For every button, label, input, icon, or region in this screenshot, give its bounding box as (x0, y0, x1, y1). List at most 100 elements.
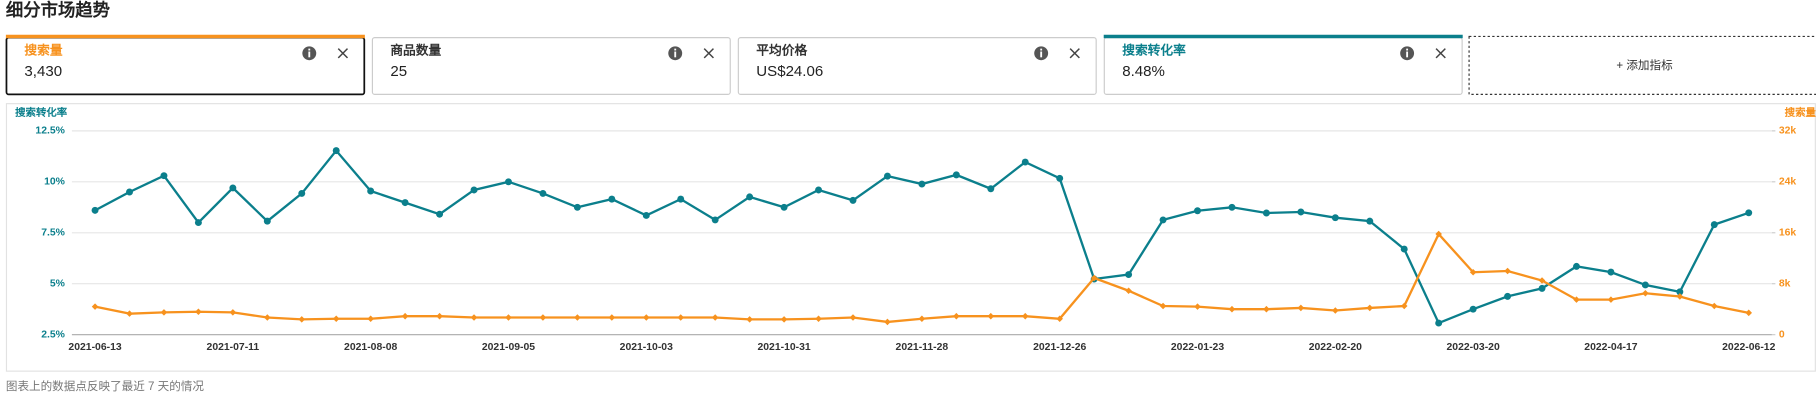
data-point (298, 189, 306, 197)
data-point (883, 172, 891, 180)
data-point (367, 187, 375, 195)
data-point (1504, 292, 1512, 300)
y-tick-label: 10% (44, 177, 65, 188)
data-point (539, 189, 547, 197)
info-stem (1406, 51, 1409, 58)
data-point (987, 185, 995, 193)
data-point (677, 195, 685, 203)
card-title: 商品数量 (390, 42, 441, 57)
y-tick-label: 12.5% (35, 126, 65, 137)
data-point (1538, 284, 1546, 292)
data-point (849, 196, 857, 204)
chart-frame (5, 103, 1816, 372)
page-title: 细分市场趋势 (6, 0, 111, 20)
footer-note: 图表上的数据点反映了最近 7 天的情况 (6, 379, 205, 393)
data-point (1331, 214, 1339, 222)
data-point (229, 309, 237, 316)
close-x (703, 48, 714, 59)
data-point (160, 172, 168, 180)
x-tick-label: 2021-06-13 (68, 342, 121, 353)
add-metric-box (1468, 35, 1816, 95)
data-point (1021, 158, 1029, 166)
data-point (1125, 271, 1133, 279)
data-point (401, 199, 409, 207)
data-point (1711, 302, 1718, 310)
series-line (94, 231, 1749, 324)
x-tick-label: 2021-11-28 (896, 342, 949, 353)
info-icon[interactable] (668, 46, 683, 61)
data-point (711, 314, 719, 321)
data-point (642, 211, 650, 219)
data-point (746, 193, 754, 201)
x-tick-label: 2021-08-08 (344, 342, 397, 353)
info-dot (1040, 48, 1043, 51)
x-tick-label: 2022-03-20 (1447, 342, 1500, 353)
y2-tick-label: 0 (1779, 329, 1785, 340)
card-value: 25 (390, 63, 407, 80)
data-point (1297, 304, 1305, 312)
metric-card[interactable]: 平均价格 US$24.06 (737, 37, 1097, 95)
data-point (160, 309, 168, 316)
data-point (1435, 230, 1442, 238)
data-point (608, 195, 616, 203)
data-point (1504, 267, 1511, 275)
series-line (94, 148, 1750, 325)
data-point (918, 315, 926, 323)
y2-axis-title: 搜索量 (1785, 106, 1816, 119)
close-button[interactable] (1435, 48, 1446, 59)
data-point (1021, 312, 1029, 320)
data-point (1263, 305, 1270, 313)
info-icon[interactable] (302, 46, 317, 61)
x-tick-label: 2022-02-20 (1309, 342, 1362, 353)
data-point (263, 217, 271, 225)
data-point (1228, 203, 1236, 211)
data-point (1642, 289, 1649, 297)
data-point (1573, 296, 1580, 303)
x-tick-label: 2022-04-17 (1584, 342, 1637, 353)
metric-card[interactable]: 搜索转化率 8.48% (1103, 34, 1463, 95)
card-top-bar (5, 34, 365, 39)
y2-tick-label: 24k (1779, 177, 1797, 188)
close-button[interactable] (337, 48, 349, 59)
y2-tick-label: 16k (1779, 228, 1797, 239)
close-button[interactable] (1069, 48, 1080, 59)
data-point (1607, 268, 1615, 276)
card-title: 平均价格 (756, 42, 807, 57)
data-point (573, 203, 581, 211)
add-metric-button[interactable]: + 添加指标 (1468, 35, 1816, 95)
y-tick-label: 2.5% (41, 329, 65, 340)
data-point (126, 310, 133, 317)
data-point (91, 206, 99, 214)
data-point (849, 314, 857, 321)
info-icon[interactable] (1034, 46, 1049, 61)
data-point (953, 312, 960, 320)
metric-card[interactable]: 搜索量 3,430 (5, 34, 366, 96)
y-tick-label: 5% (50, 278, 65, 289)
x-tick-label: 2021-10-31 (757, 342, 810, 353)
data-point (1332, 307, 1339, 314)
data-point (367, 315, 374, 323)
data-point (1194, 303, 1201, 310)
data-point (1641, 281, 1649, 289)
data-point (574, 314, 581, 321)
data-point (436, 210, 444, 218)
close-button[interactable] (703, 48, 714, 59)
info-icon[interactable] (1400, 46, 1415, 61)
data-point (1745, 209, 1753, 217)
data-point (505, 178, 512, 186)
data-point (1573, 262, 1580, 270)
card-top-bar (1103, 34, 1463, 39)
card-box (371, 37, 731, 95)
data-point (987, 312, 995, 320)
data-point (1366, 217, 1374, 225)
data-point (1125, 287, 1132, 295)
info-dot (1406, 48, 1409, 51)
data-point (1159, 302, 1167, 310)
add-metric-label: + 添加指标 (1616, 58, 1673, 72)
close-x (1435, 48, 1446, 59)
data-point (1676, 288, 1684, 296)
close-x (337, 48, 349, 59)
data-point (1435, 319, 1443, 327)
metric-card[interactable]: 商品数量 25 (371, 37, 731, 95)
